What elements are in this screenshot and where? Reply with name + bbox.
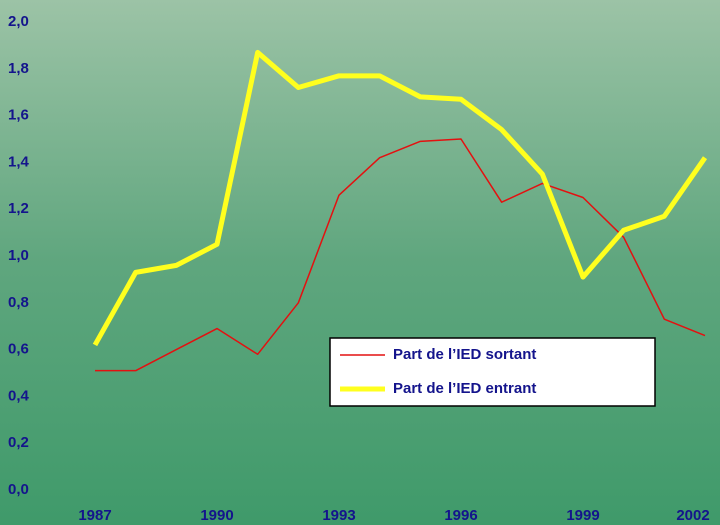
series-line <box>95 138 706 372</box>
legend-box <box>329 337 656 407</box>
x-tick-label: 1990 <box>200 507 233 524</box>
y-tick-label: 0,4 <box>8 387 30 404</box>
legend-label: Part de l’IED entrant <box>393 380 536 397</box>
y-tick-label: 1,8 <box>8 60 29 77</box>
y-tick-label: 1,0 <box>8 247 29 264</box>
y-tick-label: 0,2 <box>8 434 29 451</box>
x-tick-label: 2002 <box>676 507 709 524</box>
y-tick-label: 1,6 <box>8 107 29 124</box>
series-line <box>92 49 708 347</box>
x-tick-label: 1996 <box>444 507 477 524</box>
legend-label: Part de l’IED sortant <box>393 346 536 363</box>
y-tick-label: 0,6 <box>8 341 29 358</box>
x-tick-label: 1999 <box>566 507 599 524</box>
x-tick-label: 1987 <box>78 507 111 524</box>
y-tick-label: 1,4 <box>8 153 30 170</box>
x-tick-label: 1993 <box>322 507 355 524</box>
y-tick-label: 1,2 <box>8 200 29 217</box>
y-tick-label: 0,0 <box>8 481 29 498</box>
y-tick-label: 2,0 <box>8 13 29 30</box>
y-tick-label: 0,8 <box>8 294 29 311</box>
